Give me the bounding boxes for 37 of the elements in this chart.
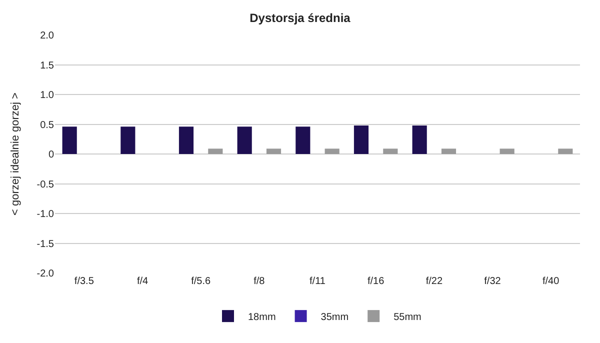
x-tick-label: f/4 <box>136 276 148 287</box>
y-tick-label: 0.5 <box>40 120 54 131</box>
legend-label: 35mm <box>320 312 349 323</box>
chart-title: Dystorsja średnia <box>250 11 351 26</box>
bar <box>412 125 427 154</box>
y-tick-label: 1.5 <box>40 60 54 72</box>
y-axis-title: < gorzej idealnie gorzej > <box>9 92 22 216</box>
legend-label: 55mm <box>394 312 422 323</box>
bar <box>441 148 456 154</box>
y-tick-label: -1.5 <box>36 238 54 250</box>
x-tick-label: f/40 <box>542 276 560 287</box>
x-tick-label: f/16 <box>367 276 385 287</box>
bar <box>208 148 223 154</box>
x-tick-label: f/22 <box>426 276 443 287</box>
y-tick-label: -2.0 <box>36 268 54 280</box>
bar <box>500 148 514 154</box>
x-tick-label: f/32 <box>484 276 502 287</box>
y-tick-label: -0.5 <box>36 179 54 190</box>
legend-label: 18mm <box>248 312 276 323</box>
bar <box>354 125 369 154</box>
x-tick-label: f/11 <box>310 276 326 287</box>
bar <box>296 126 310 154</box>
bar <box>62 126 77 154</box>
y-tick-label: 1.0 <box>40 90 54 101</box>
bar <box>383 148 398 154</box>
bar <box>120 126 136 154</box>
x-tick-label: f/8 <box>254 276 266 287</box>
bar <box>558 148 573 154</box>
bar <box>266 148 282 154</box>
y-tick-label: -1.0 <box>36 209 54 220</box>
x-tick-label: f/5.6 <box>191 276 211 287</box>
y-tick-label: 0 <box>48 150 54 160</box>
bar <box>237 126 252 154</box>
y-tick-label: 2.0 <box>40 30 54 42</box>
bar <box>324 148 340 154</box>
bar <box>178 126 194 154</box>
x-tick-label: f/3.5 <box>74 276 94 287</box>
